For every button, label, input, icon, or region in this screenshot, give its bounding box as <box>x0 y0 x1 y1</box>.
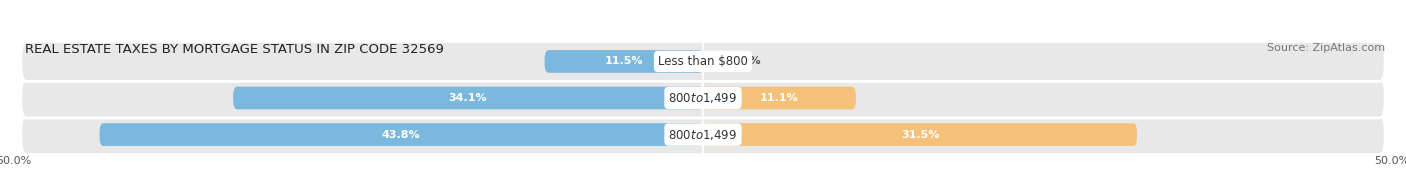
Text: $800 to $1,499: $800 to $1,499 <box>668 91 738 105</box>
FancyBboxPatch shape <box>703 87 856 109</box>
FancyBboxPatch shape <box>703 123 1137 146</box>
Legend: Without Mortgage, With Mortgage: Without Mortgage, With Mortgage <box>581 193 825 196</box>
Text: 0.0%: 0.0% <box>731 56 761 66</box>
Text: $800 to $1,499: $800 to $1,499 <box>668 128 738 142</box>
FancyBboxPatch shape <box>21 115 1385 155</box>
FancyBboxPatch shape <box>21 78 1385 118</box>
FancyBboxPatch shape <box>544 50 703 73</box>
Text: Source: ZipAtlas.com: Source: ZipAtlas.com <box>1267 43 1385 53</box>
FancyBboxPatch shape <box>233 87 703 109</box>
Text: Less than $800: Less than $800 <box>658 55 748 68</box>
FancyBboxPatch shape <box>100 123 703 146</box>
Text: 43.8%: 43.8% <box>382 130 420 140</box>
Text: 11.5%: 11.5% <box>605 56 643 66</box>
Text: 11.1%: 11.1% <box>761 93 799 103</box>
Text: REAL ESTATE TAXES BY MORTGAGE STATUS IN ZIP CODE 32569: REAL ESTATE TAXES BY MORTGAGE STATUS IN … <box>25 43 444 56</box>
Text: 31.5%: 31.5% <box>901 130 939 140</box>
Text: 34.1%: 34.1% <box>449 93 488 103</box>
FancyBboxPatch shape <box>21 41 1385 81</box>
